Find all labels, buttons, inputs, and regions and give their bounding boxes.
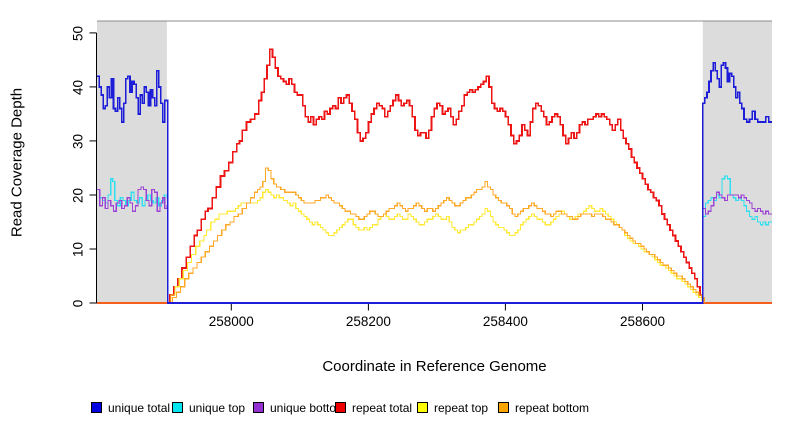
legend-label: unique bottom	[270, 400, 347, 415]
series-repeat-top-line	[97, 189, 772, 304]
y-tick-label: 30	[70, 133, 86, 149]
legend-item-repeat-bottom: repeat bottom	[498, 400, 590, 415]
x-tick-label: 258400	[482, 314, 528, 329]
legend-item-unique-total: unique total	[91, 400, 171, 415]
y-tick-label: 10	[70, 241, 86, 258]
legend-label: repeat bottom	[515, 400, 590, 415]
y-tick-label: 50	[70, 25, 86, 41]
x-axis-title: Coordinate in Reference Genome	[322, 358, 547, 375]
series-unique-bottom-line	[97, 186, 772, 304]
legend-swatch-repeat-total	[335, 402, 346, 413]
x-tick-label: 258600	[619, 314, 666, 329]
legend-label: unique total	[108, 400, 171, 415]
legend-item-unique-top: unique top	[172, 400, 246, 415]
legend-label: unique top	[189, 400, 246, 415]
y-tick-label: 0	[70, 299, 86, 308]
legend-item-repeat-top: repeat top	[417, 400, 489, 415]
legend-item-repeat-total: repeat total	[335, 400, 413, 415]
legend-swatch-unique-total	[91, 402, 102, 413]
legend-swatch-unique-top	[172, 402, 183, 413]
legend-label: repeat total	[352, 400, 413, 415]
y-axis-title: Read Coverage Depth	[8, 87, 26, 238]
y-tick-label: 40	[70, 79, 86, 95]
legend-swatch-repeat-bottom	[498, 402, 509, 413]
y-tick-label: 20	[70, 187, 86, 204]
series-repeat-bottom-line	[97, 167, 772, 304]
legend-item-unique-bottom: unique bottom	[253, 400, 347, 415]
series-repeat-total-line	[97, 48, 772, 304]
legend-label: repeat top	[434, 400, 489, 415]
series-unique-total-line	[97, 61, 772, 304]
legend-swatch-unique-bottom	[253, 402, 264, 413]
x-tick-label: 258000	[208, 314, 254, 329]
series-unique-top-line	[97, 175, 772, 304]
masked-region-left-masked-flank	[97, 21, 167, 303]
legend-swatch-repeat-top	[417, 402, 428, 413]
x-tick-label: 258200	[345, 314, 391, 329]
